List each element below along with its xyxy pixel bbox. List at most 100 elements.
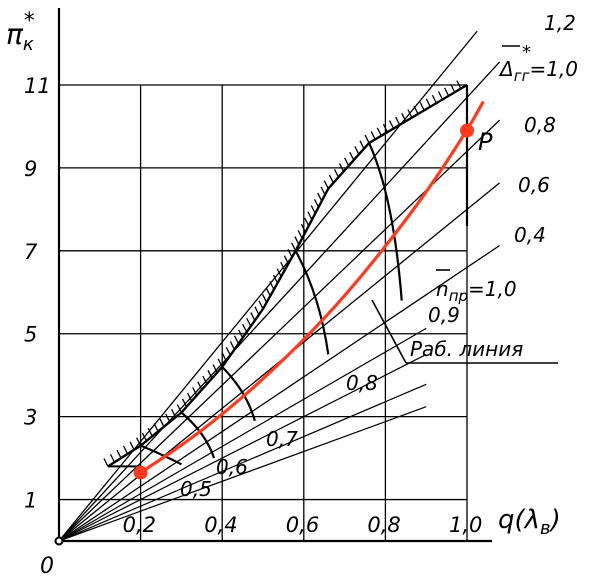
y-tick-label: 9 <box>24 157 37 181</box>
surge-hatch <box>238 329 244 339</box>
surge-hatch <box>388 120 395 129</box>
surge-hatch <box>294 236 300 245</box>
surge-hatch <box>272 274 279 284</box>
surge-hatch <box>456 80 462 89</box>
speed-lines <box>140 85 469 466</box>
surge-hatch <box>313 199 320 208</box>
map-boundary <box>103 80 468 468</box>
ray-label-0-8: 0,8 <box>524 113 556 137</box>
surge-hatch <box>269 281 275 290</box>
surge-hatch <box>401 112 407 122</box>
throttle-ray <box>58 244 501 542</box>
surge-hatch <box>297 230 303 239</box>
surge-hatch <box>437 91 444 100</box>
y-tick-label: 11 <box>24 74 51 98</box>
speed-label-0-9: 0,9 <box>428 303 460 327</box>
speed-line <box>221 366 256 422</box>
surge-hatch <box>382 123 389 133</box>
surge-hatch <box>153 423 159 432</box>
speed-line <box>294 250 330 355</box>
ray-label-0-4: 0,4 <box>514 223 546 247</box>
surge-hatch <box>217 358 223 368</box>
surge-hatch <box>170 408 177 418</box>
surge-hatch <box>304 217 310 227</box>
surge-hatch <box>450 83 456 93</box>
labels: πк* q(λв) 0 1,2 0,8 0,6 0,4 Δгг=1,0 * nп… <box>6 9 578 578</box>
surge-hatch <box>176 404 182 413</box>
x-axis-label: q(λв) <box>498 505 561 539</box>
operating-line-layer <box>133 100 485 480</box>
surge-hatch <box>233 335 240 344</box>
surge-hatch <box>323 180 329 189</box>
n-label: nпр=1,0 <box>436 277 517 305</box>
y-axis-label: πк* <box>6 9 35 55</box>
grid <box>59 84 468 541</box>
surge-hatch <box>276 268 282 277</box>
speed-label-0-8: 0,8 <box>346 371 378 395</box>
surge-hatch <box>147 427 153 437</box>
surge-hatch <box>221 352 227 362</box>
surge-hatch <box>109 453 116 463</box>
surge-hatch <box>280 261 286 271</box>
surge-hatch <box>413 105 419 115</box>
surge-hatch <box>192 387 198 396</box>
surge-hatch <box>225 346 231 356</box>
surge-hatch <box>262 294 268 303</box>
surge-hatch <box>344 157 350 167</box>
annotation-leader <box>371 299 407 364</box>
speed-label-0-5: 0,5 <box>180 477 212 501</box>
y-tick-label: 3 <box>24 406 37 430</box>
surge-hatch <box>159 418 165 427</box>
surge-hatch <box>376 127 382 137</box>
y-tick-label: 7 <box>24 240 38 264</box>
surge-hatch <box>242 323 248 333</box>
surge-hatch <box>333 168 340 178</box>
surge-hatch <box>370 131 376 140</box>
surge-hatch <box>419 102 425 111</box>
surge-hatch <box>317 192 323 202</box>
surge-hatch <box>136 437 142 446</box>
y-tick-label: 5 <box>24 323 37 347</box>
operating-point <box>460 123 474 138</box>
x-tick-label: 1,0 <box>449 513 482 537</box>
surge-hatch <box>328 174 334 184</box>
origin-label: 0 <box>40 554 54 578</box>
surge-hatch <box>122 445 129 455</box>
surge-hatch <box>246 317 252 327</box>
surge-hatch <box>300 223 307 233</box>
speed-label-0-6: 0,6 <box>216 455 248 479</box>
origin-point <box>54 536 64 546</box>
surge-hatch <box>407 109 413 118</box>
throttle-ray <box>58 383 427 542</box>
surge-hatch <box>310 205 316 214</box>
delta-star: * <box>522 42 531 63</box>
surge-hatch <box>103 458 109 467</box>
throttle-ray <box>58 406 427 542</box>
surge-hatch <box>431 94 437 104</box>
operating-line-annotation: Раб. линия <box>410 337 523 361</box>
x-tick-label: 0,2 <box>123 513 156 537</box>
ray-label-0-6: 0,6 <box>518 173 550 197</box>
surge-hatch <box>129 441 135 451</box>
surge-hatch <box>265 287 271 297</box>
surge-hatch <box>187 392 193 402</box>
speed-line <box>368 142 403 301</box>
surge-hatch <box>354 146 360 155</box>
surge-hatch <box>181 398 188 408</box>
surge-hatch <box>444 87 450 97</box>
surge-hatch <box>202 375 208 385</box>
x-tick-label: 0,8 <box>367 513 400 537</box>
surge-hatch <box>250 312 256 321</box>
surge-hatch <box>212 364 218 373</box>
throttle-rays <box>58 30 501 542</box>
surge-hatch <box>197 381 203 390</box>
operating-point <box>133 465 148 480</box>
speed-label-0-7: 0,7 <box>266 427 298 451</box>
surge-hatch <box>364 134 370 144</box>
throttle-ray <box>58 353 427 542</box>
surge-hatch <box>307 211 313 221</box>
surge-hatch <box>359 140 365 150</box>
surge-hatch <box>116 449 122 459</box>
surge-hatch <box>258 300 264 310</box>
surge-hatch <box>229 341 236 350</box>
